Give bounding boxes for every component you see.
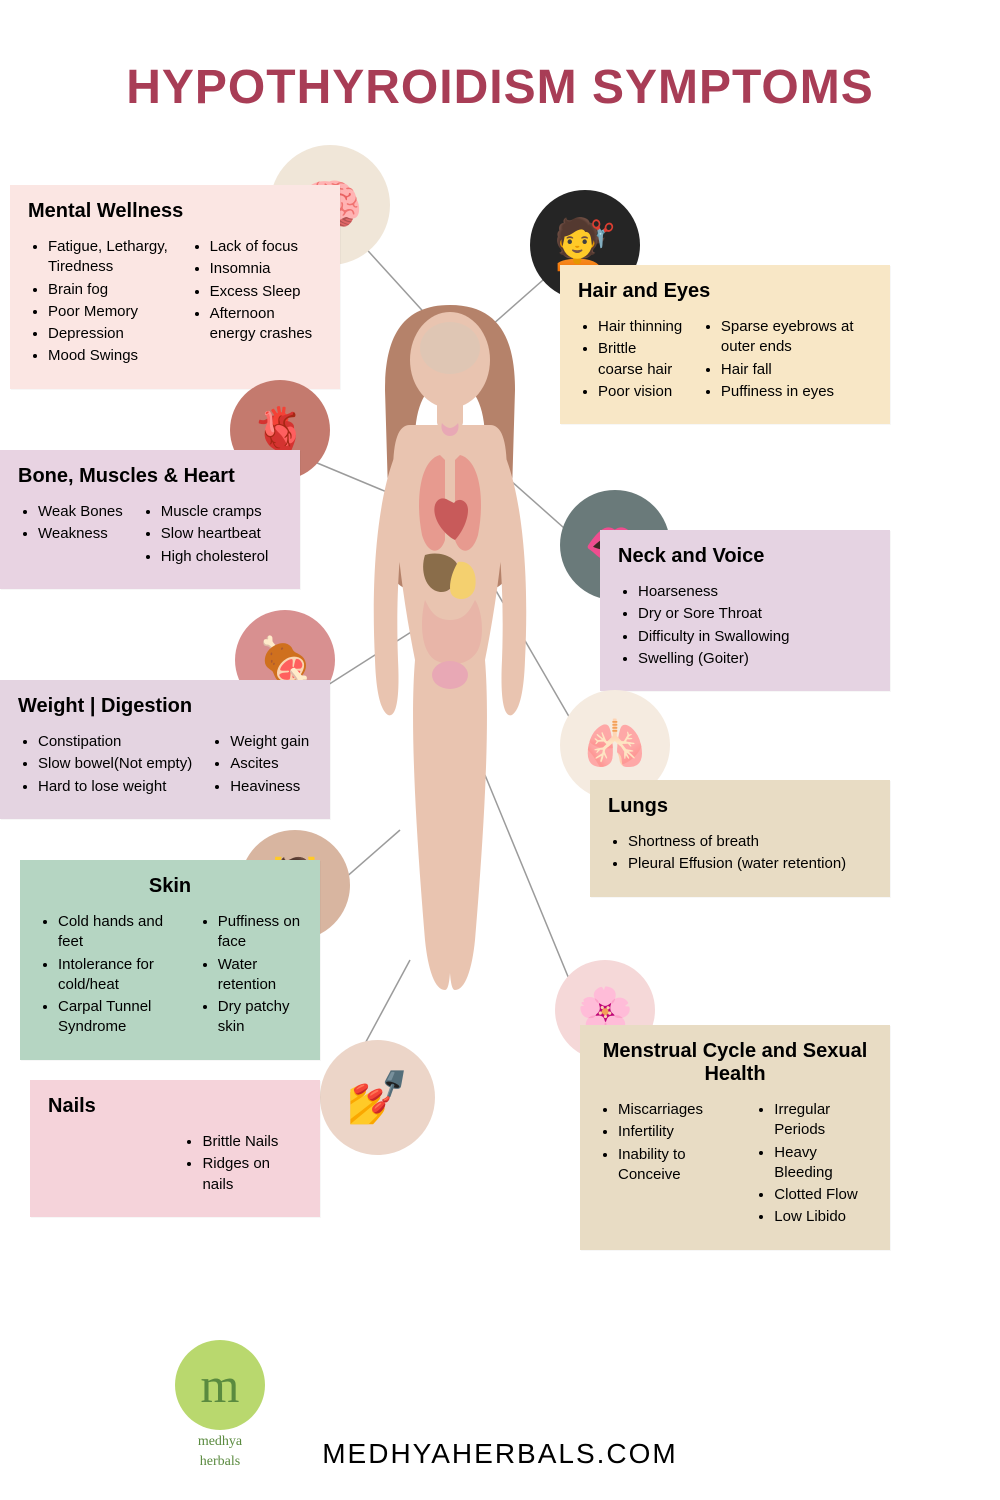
symptom-item: Low Libido [774, 1207, 872, 1227]
bone-list-1: Weak BonesWeakness [18, 502, 123, 569]
weight-title: Weight | Digestion [18, 695, 312, 718]
lungs-title: Lungs [608, 795, 872, 818]
symptom-item: Ridges on nails [202, 1154, 302, 1195]
symptom-item: High cholesterol [161, 547, 269, 567]
symptom-item: Depression [48, 324, 172, 344]
symptom-item: Puffiness on face [218, 912, 302, 953]
weight-list-2: Weight gainAscites Heaviness [210, 732, 309, 799]
symptom-item: Excess Sleep [210, 282, 322, 302]
symptom-item: Hard to lose weight [38, 777, 192, 797]
mental-list-1: Fatigue, Lethargy, TirednessBrain fogPoo… [28, 237, 172, 369]
nails-icon: 💅 [320, 1040, 435, 1155]
symptom-item: Hair thinning [598, 317, 683, 337]
weight-list-1: ConstipationSlow bowel(Not empty) Hard to… [18, 732, 192, 799]
neck-card: Neck and Voice HoarsenessDry or Sore Thro… [600, 530, 890, 691]
lungs-list-1: Shortness of breathPleural Effusion (wat… [608, 832, 846, 877]
mental-card: Mental Wellness Fatigue, Lethargy, Tiredn… [10, 185, 340, 389]
symptom-item: Dry or Sore Throat [638, 604, 789, 624]
hair-title: Hair and Eyes [578, 280, 872, 303]
symptom-item: Dry patchy skin [218, 997, 302, 1038]
skin-card: Skin Cold hands and feetIntolerance for c… [20, 860, 320, 1060]
symptom-item: Hoarseness [638, 582, 789, 602]
symptom-item: Difficulty in Swallowing [638, 627, 789, 647]
symptom-item: Puffiness in eyes [721, 382, 872, 402]
symptom-item: Weight gain [230, 732, 309, 752]
symptom-item: Weakness [38, 524, 123, 544]
symptom-item: Hair fall [721, 360, 872, 380]
symptom-item: Insomnia [210, 259, 322, 279]
symptom-item: Afternoon energy crashes [210, 304, 322, 345]
symptom-item: Ascites [230, 754, 309, 774]
symptom-item: Carpal Tunnel Syndrome [58, 997, 180, 1038]
bone-list-2: Muscle crampsSlow heartbeat High choleste… [141, 502, 269, 569]
nails-title: Nails [48, 1095, 302, 1118]
menstrual-card: Menstrual Cycle and Sexual Health Miscarr… [580, 1025, 890, 1250]
symptom-item: Constipation [38, 732, 192, 752]
skin-title: Skin [38, 875, 302, 898]
symptom-item: Heaviness [230, 777, 309, 797]
nails-list-1: Brittle NailsRidges on nails [182, 1132, 302, 1197]
hair-list-2: Sparse eyebrows at outer endsHair fallPu… [701, 317, 872, 404]
symptom-item: Poor vision [598, 382, 683, 402]
bone-card: Bone, Muscles & Heart Weak BonesWeakness M… [0, 450, 300, 589]
bone-title: Bone, Muscles & Heart [18, 465, 282, 488]
symptom-item: Lack of focus [210, 237, 322, 257]
menstrual-list-1: MiscarriagesInfertility Inability to Conc… [598, 1100, 736, 1230]
mental-list-2: Lack of focusInsomnia Excess SleepAfterno… [190, 237, 322, 369]
body-figure [340, 300, 560, 1000]
symptom-item: Muscle cramps [161, 502, 269, 522]
symptom-item: Slow bowel(Not empty) [38, 754, 192, 774]
symptom-item: Brain fog [48, 280, 172, 300]
symptom-item: Fatigue, Lethargy, Tiredness [48, 237, 172, 278]
symptom-item: Irregular Periods [774, 1100, 872, 1141]
symptom-item: Cold hands and feet [58, 912, 180, 953]
skin-list-2: Puffiness on faceWater retentionDry patc… [198, 912, 302, 1040]
neck-title: Neck and Voice [618, 545, 872, 568]
symptom-item: Brittle coarse hair [598, 339, 683, 380]
symptom-item: Pleural Effusion (water retention) [628, 854, 846, 874]
symptom-item: Shortness of breath [628, 832, 846, 852]
hair-list-1: Hair thinningBrittle coarse hairPoor vis… [578, 317, 683, 404]
symptom-item: Sparse eyebrows at outer ends [721, 317, 872, 358]
site-url: MEDHYAHERBALS.COM [0, 1438, 1000, 1470]
symptom-item: Poor Memory [48, 302, 172, 322]
symptom-item: Slow heartbeat [161, 524, 269, 544]
symptom-item: Mood Swings [48, 346, 172, 366]
symptom-item: Miscarriages [618, 1100, 736, 1120]
symptom-item: Clotted Flow [774, 1185, 872, 1205]
neck-list-1: HoarsenessDry or Sore Throat Difficulty i… [618, 582, 789, 671]
lungs-card: Lungs Shortness of breathPleural Effusion… [590, 780, 890, 897]
symptom-item: Brittle Nails [202, 1132, 302, 1152]
symptom-item: Water retention [218, 955, 302, 996]
mental-title: Mental Wellness [28, 200, 322, 223]
skin-list-1: Cold hands and feetIntolerance for cold/… [38, 912, 180, 1040]
logo-mark: m [175, 1340, 265, 1430]
menstrual-title: Menstrual Cycle and Sexual Health [598, 1040, 872, 1086]
symptom-item: Inability to Conceive [618, 1145, 736, 1186]
symptom-item: Infertility [618, 1122, 736, 1142]
symptom-item: Heavy Bleeding [774, 1143, 872, 1184]
symptom-item: Swelling (Goiter) [638, 649, 789, 669]
infographic-canvas: 🧠Mental WellnessFatigue, Lethargy, Tired… [0, 130, 1000, 1330]
page-title: HYPOTHYROIDISM SYMPTOMS [0, 0, 1000, 125]
menstrual-list-2: Irregular PeriodsHeavy BleedingClotted F… [754, 1100, 872, 1230]
footer: MEDHYAHERBALS.COM [0, 1438, 1000, 1470]
hair-card: Hair and Eyes Hair thinningBrittle coarse… [560, 265, 890, 424]
weight-card: Weight | Digestion ConstipationSlow bowel… [0, 680, 330, 819]
symptom-item: Intolerance for cold/heat [58, 955, 180, 996]
nails-card: Nails Brittle NailsRidges on nails [30, 1080, 320, 1217]
symptom-item: Weak Bones [38, 502, 123, 522]
